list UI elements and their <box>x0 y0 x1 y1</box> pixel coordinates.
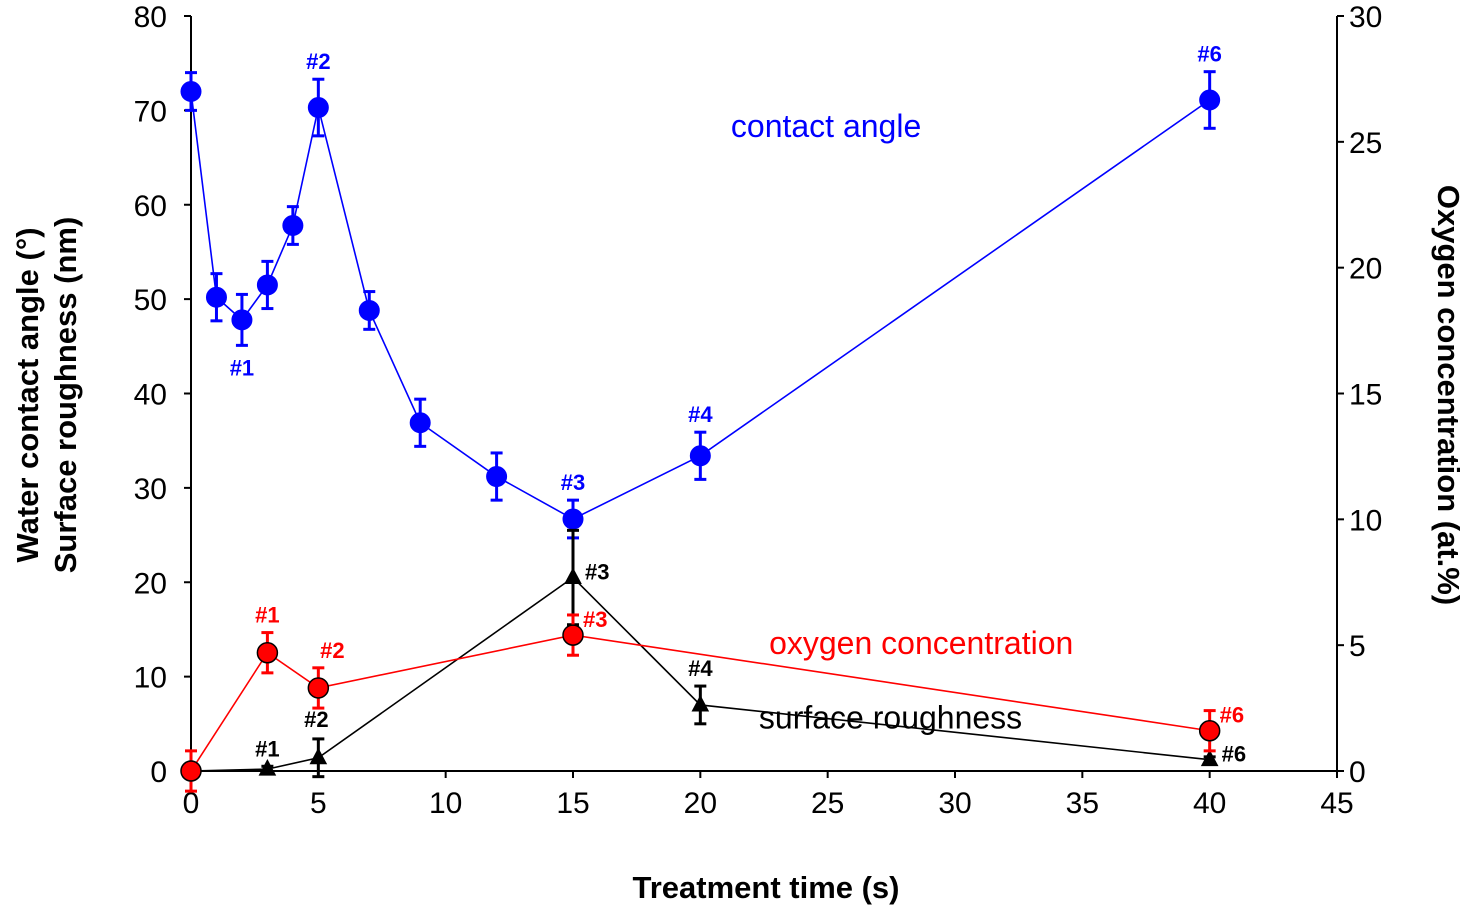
y-left-tick-label: 10 <box>134 662 167 695</box>
y-right-tick-label: 10 <box>1349 504 1382 537</box>
data-point <box>205 286 227 308</box>
data-point <box>409 412 431 434</box>
point-label: #3 <box>583 607 607 632</box>
data-point <box>691 694 710 712</box>
point-label: #2 <box>320 638 344 663</box>
y-right-tick-label: 30 <box>1349 1 1382 34</box>
y-right-tick-label: 15 <box>1349 379 1382 412</box>
y-left-tick-label: 70 <box>134 95 167 128</box>
y-left-axis-title-line2: Surface roughness (nm) <box>48 217 83 574</box>
series-contact-angle <box>180 70 1221 540</box>
series-label-oxygen: oxygen concentration <box>769 625 1073 661</box>
y-left-axis-title-line1: Water contact angle (°) <box>10 227 45 562</box>
point-label: #4 <box>688 656 713 681</box>
data-point <box>1199 89 1221 111</box>
point-label: #3 <box>561 470 585 495</box>
series-label-roughness: surface roughness <box>759 700 1022 736</box>
data-point <box>180 81 202 102</box>
data-point <box>307 97 329 119</box>
point-label: #3 <box>585 560 609 585</box>
data-point <box>1200 749 1219 767</box>
x-tick-label: 25 <box>811 787 844 820</box>
point-label: #2 <box>306 49 330 74</box>
y-left-tick-label: 60 <box>134 190 167 223</box>
y-right-tick-label: 5 <box>1349 630 1366 663</box>
point-label: #4 <box>688 402 713 427</box>
x-tick-label: 20 <box>684 787 717 820</box>
data-point <box>1198 719 1221 742</box>
x-tick-label: 35 <box>1066 787 1099 820</box>
data-point <box>282 215 304 237</box>
series-layer <box>180 70 1221 793</box>
data-point <box>307 677 330 699</box>
y-right-tick-label: 0 <box>1349 756 1366 789</box>
y-left-tick-label: 0 <box>150 756 167 789</box>
data-point <box>562 624 584 646</box>
y-right-tick-label: 20 <box>1349 253 1382 286</box>
x-tick-label: 10 <box>429 787 462 820</box>
y-left-tick-label: 30 <box>134 473 167 506</box>
series-oxygen <box>180 613 1221 793</box>
x-tick-label: 45 <box>1320 787 1353 820</box>
y-right-tick-label: 25 <box>1349 127 1382 160</box>
x-tick-label: 5 <box>310 787 327 820</box>
y-left-tick-label: 20 <box>134 567 167 600</box>
data-point <box>231 309 253 331</box>
point-label: #6 <box>1222 742 1246 767</box>
x-tick-label: 30 <box>938 787 971 820</box>
ticks: 0 5 10 15 20 25 30 35 40 450102030405060708005101… <box>134 1 1383 820</box>
point-label: #6 <box>1197 42 1221 67</box>
y-left-tick-label: 40 <box>134 379 167 412</box>
y-left-tick-label: 80 <box>134 1 167 34</box>
data-point <box>256 274 278 296</box>
series-line <box>190 576 1210 772</box>
data-point <box>256 641 279 664</box>
x-tick-label: 40 <box>1193 787 1226 820</box>
data-point <box>180 760 202 782</box>
x-tick-label: 15 <box>556 787 589 820</box>
data-point <box>486 466 508 488</box>
y-right-axis-title: Oxygen concentration (at.%) <box>1431 185 1466 605</box>
x-tick-label: 0 <box>183 787 200 820</box>
data-point <box>689 445 711 467</box>
x-axis-title: Treatment time (s) <box>632 870 899 905</box>
point-label: #1 <box>255 736 279 761</box>
y-left-tick-label: 50 <box>134 284 167 317</box>
series-label-contact-angle: contact angle <box>731 108 921 144</box>
point-label: #1 <box>255 603 279 628</box>
data-point <box>564 567 582 585</box>
point-label: #1 <box>230 355 254 380</box>
data-point <box>258 759 277 776</box>
data-point <box>562 508 584 530</box>
data-point <box>358 299 380 321</box>
labels-layer: #1 #2 #3 #4 #6 #1 #2 #3 #4 #6 #1 #2 #3 #6 contact angl… <box>230 42 1246 767</box>
point-label: #2 <box>304 707 328 732</box>
point-label: #6 <box>1220 703 1244 728</box>
data-point <box>309 747 328 765</box>
series-roughness <box>182 528 1219 779</box>
